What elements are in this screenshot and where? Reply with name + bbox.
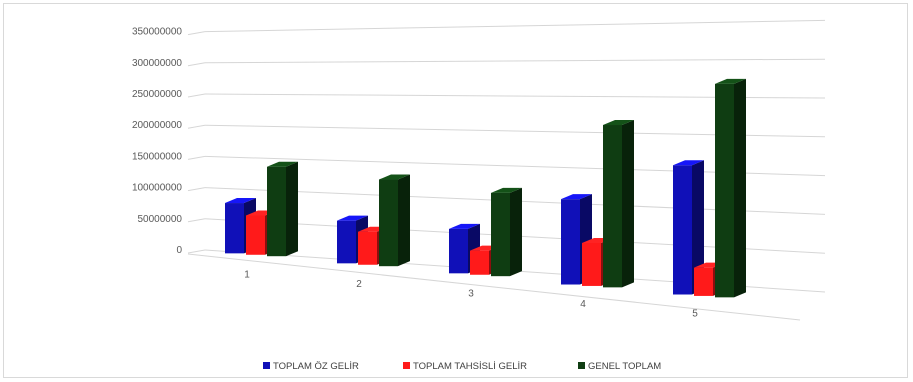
legend-label: GENEL TOPLAM xyxy=(588,361,661,372)
bar xyxy=(225,203,244,254)
bar xyxy=(582,242,601,286)
bar xyxy=(715,83,734,298)
x-axis-ticks: 1 2 3 4 5 xyxy=(244,269,698,319)
bar xyxy=(267,166,286,257)
gridline-side xyxy=(187,249,206,254)
bar-side xyxy=(398,174,410,267)
y-axis-ticks: 0 50000000 100000000 150000000 200000000 2500… xyxy=(132,27,183,256)
bar-side xyxy=(622,120,634,288)
legend: TOPLAM ÖZ GELİR TOPLAM TAHSİSLİ GELİR GENE… xyxy=(263,361,661,372)
bar-top xyxy=(337,215,368,221)
bar xyxy=(561,199,580,285)
bar-top xyxy=(673,160,704,166)
bar-side xyxy=(734,78,746,298)
gridline-side xyxy=(187,218,206,223)
bar xyxy=(246,215,265,255)
x-tick-label: 3 xyxy=(468,289,474,300)
bar xyxy=(470,250,489,275)
bar-top xyxy=(225,198,256,204)
bar xyxy=(673,165,692,295)
bar xyxy=(358,231,377,265)
x-tick-label: 2 xyxy=(356,279,362,290)
gridline xyxy=(204,58,826,64)
x-tick-label: 4 xyxy=(580,299,586,310)
x-tick-label: 1 xyxy=(244,269,250,280)
bar-side xyxy=(692,160,704,295)
bar-side xyxy=(510,187,522,277)
legend-swatch xyxy=(578,362,585,369)
bars xyxy=(225,78,746,298)
bar-side xyxy=(286,161,298,257)
bar-top xyxy=(267,161,298,167)
x-tick-label: 5 xyxy=(692,309,698,320)
bar xyxy=(379,179,398,267)
legend-label: TOPLAM ÖZ GELİR xyxy=(273,361,359,372)
legend-swatch xyxy=(263,362,270,369)
legend-label: TOPLAM TAHSİSLİ GELİR xyxy=(413,361,527,372)
bar-top xyxy=(491,187,522,193)
gridline-side xyxy=(187,155,206,160)
y-tick-label: 0 xyxy=(176,245,182,256)
bar-top xyxy=(561,194,592,200)
bar xyxy=(603,125,622,288)
gridline-side xyxy=(187,93,206,98)
bar-top xyxy=(379,174,410,180)
y-tick-label: 150000000 xyxy=(132,151,182,162)
y-tick-label: 250000000 xyxy=(132,89,182,100)
bar xyxy=(449,228,468,274)
bar-top xyxy=(715,78,746,84)
y-tick-label: 350000000 xyxy=(132,27,182,38)
bar-top xyxy=(603,120,634,126)
floor-edge xyxy=(187,253,801,321)
y-tick-label: 100000000 xyxy=(132,183,182,194)
bar xyxy=(491,192,510,277)
bar xyxy=(694,267,713,296)
gridline-side xyxy=(187,62,206,67)
gridline-side xyxy=(187,187,206,192)
gridline xyxy=(204,19,826,33)
gridline-side xyxy=(187,124,206,129)
y-tick-label: 50000000 xyxy=(138,214,183,225)
y-tick-label: 200000000 xyxy=(132,120,182,131)
bar-top xyxy=(449,223,480,229)
y-tick-label: 300000000 xyxy=(132,58,182,69)
bar xyxy=(337,220,356,264)
legend-swatch xyxy=(403,362,410,369)
gridline-side xyxy=(187,31,206,36)
